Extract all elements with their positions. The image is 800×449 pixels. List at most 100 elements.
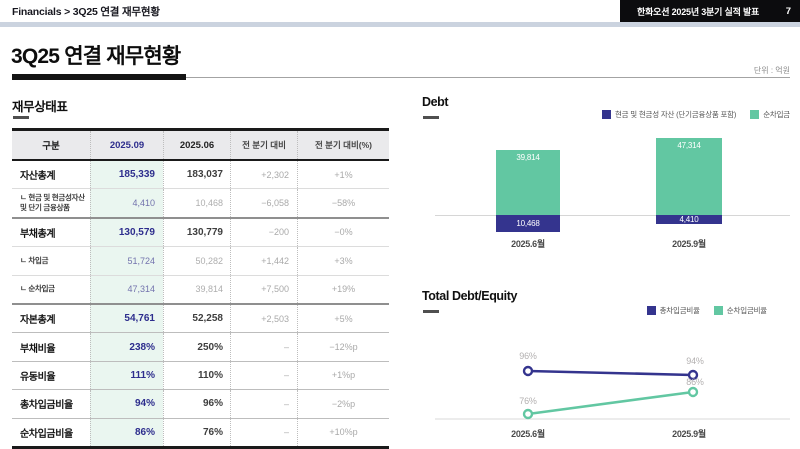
top-divider-band — [0, 22, 800, 27]
bar-value-label: 4,410 — [679, 215, 699, 224]
col-header-category: 구분 — [42, 141, 60, 152]
point-label-total-jun: 96% — [519, 351, 537, 361]
legend-item-cash: 현금 및 현금성 자산 (단기금융상품 포함) — [601, 109, 737, 120]
table-row: 총차입금비율 94% 96% – −2%p — [12, 389, 389, 418]
cell-previous: 183,037 — [163, 161, 230, 189]
cell-previous: 10,468 — [163, 189, 230, 217]
row-label: 자산총계 — [20, 171, 56, 183]
table-row: 부채총계 130,579 130,779 −200 −0% — [12, 216, 389, 247]
row-label: 총차입금비율 — [20, 400, 73, 412]
data-point-marker — [687, 386, 699, 398]
point-label-net-sep: 86% — [686, 377, 704, 387]
table-row: ㄴ 현금 및 현금성자산 및 단기 금융상품 4,410 10,468 −6,0… — [12, 188, 389, 217]
cell-delta-pct: +19% — [297, 275, 389, 303]
total-debt-ratio-line — [527, 369, 694, 377]
bar-value-label: 39,814 — [516, 153, 540, 162]
table-row: ㄴ 순차입금 47,314 39,814 +7,500 +19% — [12, 274, 389, 303]
cell-current: 4,410 — [90, 189, 163, 217]
ratio-chart-title: Total Debt/Equity — [422, 289, 518, 303]
cell-delta: – — [230, 390, 297, 418]
bar-cash-sep: 4,410 — [656, 215, 722, 224]
point-label-total-sep: 94% — [686, 356, 704, 366]
balance-sheet-table: 구분 2025.09 2025.06 전 분기 대비 전 분기 대비(%) 자산… — [12, 128, 389, 449]
bar-net-debt-jun: 39,814 — [496, 150, 560, 215]
legend-swatch-green-icon — [750, 110, 760, 119]
row-label: 순차입금비율 — [20, 428, 73, 440]
cell-previous: 50,282 — [163, 247, 230, 275]
legend-label: 총차입금비율 — [659, 306, 700, 315]
table-title-dash — [13, 116, 29, 119]
ratio-x-label-sep: 2025.9월 — [672, 429, 706, 439]
cell-current: 51,724 — [90, 247, 163, 275]
ratio-chart-legend: 총차입금비율 순차입금비율 — [646, 305, 767, 316]
debt-chart-axis-line — [435, 215, 790, 216]
table-row: 유동비율 111% 110% – +1%p — [12, 360, 389, 390]
row-label: ㄴ 차입금 — [20, 255, 49, 265]
table-row: 자본총계 54,761 52,258 +2,503 +5% — [12, 302, 389, 333]
col-header-2025-09: 2025.09 — [90, 131, 163, 159]
data-point-marker — [522, 365, 534, 377]
table-header-row: 구분 2025.09 2025.06 전 분기 대비 전 분기 대비(%) — [12, 131, 389, 159]
cell-delta-pct: +1%p — [297, 361, 389, 390]
cell-previous: 110% — [163, 361, 230, 390]
row-label: 자본총계 — [20, 315, 56, 327]
cell-current: 238% — [90, 333, 163, 361]
ratio-chart-title-dash — [423, 310, 439, 313]
legend-swatch-green-icon — [713, 306, 723, 315]
cell-delta-pct: −0% — [297, 218, 389, 247]
cell-delta-pct: −12%p — [297, 333, 389, 361]
cell-delta: – — [230, 333, 297, 361]
cell-delta: −200 — [230, 218, 297, 247]
legend-item-net-debt-ratio: 순차입금비율 — [713, 305, 767, 316]
ratio-line-chart — [435, 365, 790, 420]
data-point-marker — [522, 408, 534, 420]
cell-current: 54,761 — [90, 304, 163, 333]
cell-delta-pct: −2%p — [297, 390, 389, 418]
bar-value-label: 10,468 — [516, 219, 540, 228]
legend-item-net-debt: 순차입금 — [750, 109, 790, 120]
row-label: ㄴ 현금 및 현금성자산 및 단기 금융상품 — [20, 193, 85, 213]
row-label: 유동비율 — [20, 371, 56, 383]
header-banner: 한화오션 2025년 3분기 실적 발표 7 — [620, 0, 800, 22]
debt-chart-title-dash — [423, 116, 439, 119]
ratio-x-label-jun: 2025.6월 — [511, 429, 545, 439]
net-debt-ratio-line — [527, 390, 694, 416]
legend-label: 순차입금 — [763, 110, 790, 119]
cell-current: 86% — [90, 418, 163, 446]
row-label: 부채비율 — [20, 343, 56, 355]
legend-label: 현금 및 현금성 자산 (단기금융상품 포함) — [614, 110, 737, 119]
cell-delta-pct: +1% — [297, 161, 389, 189]
table-title: 재무상태표 — [12, 100, 68, 114]
point-label-net-jun: 76% — [519, 396, 537, 406]
cell-delta: – — [230, 361, 297, 390]
debt-chart-legend: 현금 및 현금성 자산 (단기금융상품 포함) 순차입금 — [601, 109, 790, 120]
cell-delta-pct: +5% — [297, 304, 389, 333]
row-label: ㄴ 순차입금 — [20, 284, 55, 294]
banner-title: 한화오션 2025년 3분기 실적 발표 — [637, 6, 760, 17]
legend-label: 순차입금비율 — [726, 306, 767, 315]
legend-swatch-navy-icon — [601, 110, 611, 119]
bar-value-label: 47,314 — [677, 141, 701, 150]
cell-previous: 96% — [163, 390, 230, 418]
cell-previous: 130,779 — [163, 218, 230, 247]
unit-note: 단위 : 억원 — [753, 66, 790, 75]
table-row: 부채비율 238% 250% – −12%p — [12, 332, 389, 361]
cell-current: 130,579 — [90, 218, 163, 247]
legend-item-total-debt-ratio: 총차입금비율 — [646, 305, 700, 316]
cell-current: 111% — [90, 361, 163, 390]
breadcrumb: Financials > 3Q25 연결 재무현황 — [12, 6, 160, 18]
table-row: 순차입금비율 86% 76% – +10%p — [12, 417, 389, 446]
cell-delta-pct: −58% — [297, 189, 389, 217]
cell-previous: 52,258 — [163, 304, 230, 333]
top-bar: Financials > 3Q25 연결 재무현황 한화오션 2025년 3분기… — [0, 0, 800, 22]
cell-current: 94% — [90, 390, 163, 418]
cell-delta: +2,503 — [230, 304, 297, 333]
table-row: 자산총계 185,339 183,037 +2,302 +1% — [12, 159, 389, 189]
data-point-marker — [687, 369, 699, 381]
col-header-qoq-delta: 전 분기 대비 — [230, 131, 297, 159]
title-rule-thick — [12, 74, 186, 80]
bar-net-debt-sep: 47,314 — [656, 138, 722, 215]
cell-previous: 250% — [163, 333, 230, 361]
legend-swatch-navy-icon — [646, 306, 656, 315]
